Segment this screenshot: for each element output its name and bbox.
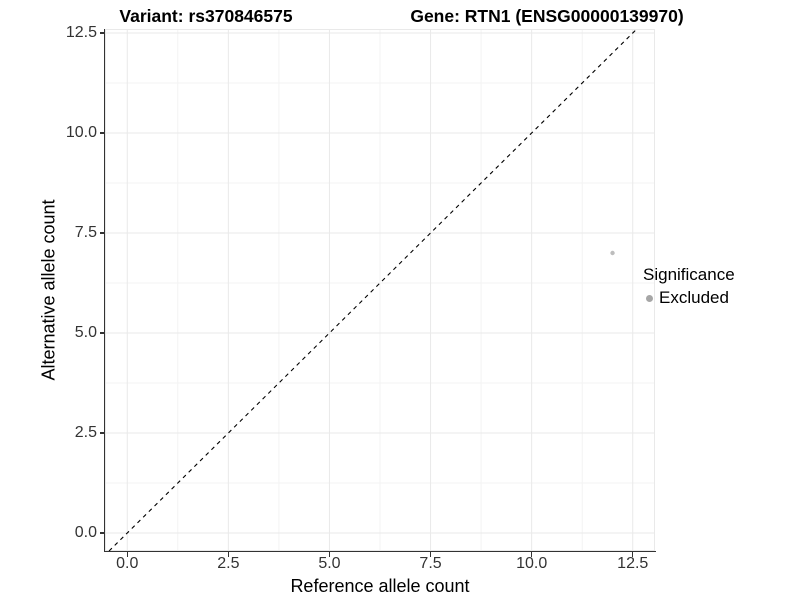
x-tick-label: 10.0 [516,555,548,572]
x-tick-mark [429,552,432,557]
plot-title-variant: Variant: rs370846575 [119,6,293,26]
y-tick-label: 7.5 [74,224,97,241]
y-tick-label: 10.0 [65,124,97,141]
plot-title-gene: Gene: RTN1 (ENSG00000139970) [410,6,684,26]
x-tick-label: 5.0 [318,555,341,572]
x-tick-label: 2.5 [217,555,240,572]
y-tick-label: 12.5 [65,24,97,41]
y-tick-mark [100,32,105,34]
legend-entry: Excluded [643,288,735,308]
x-axis-line [104,550,656,552]
x-tick-mark [632,552,634,557]
x-tick-label: 0.0 [116,555,139,572]
x-axis-title: Reference allele count [290,576,470,596]
y-tick-label: 5.0 [74,324,97,341]
plot-panel [105,29,655,551]
x-tick-mark [126,552,128,557]
panel-border [105,29,655,551]
x-tick-mark [531,552,533,557]
y-tick-mark [100,232,105,234]
data-point [610,250,615,256]
legend-key-dot-icon [646,294,653,302]
y-tick-label: 0.0 [74,524,97,541]
y-axis-line [104,29,106,552]
y-tick-label: 2.5 [74,424,97,441]
x-tick-label: 12.5 [617,555,649,572]
legend: Significance Excluded [643,264,735,308]
x-tick-mark [328,552,331,557]
x-tick-mark [227,552,229,557]
diagonal-reference-line [108,29,638,551]
legend-title: Significance [643,265,735,284]
y-tick-mark [100,432,105,434]
y-tick-mark [100,332,105,334]
x-tick-label: 7.5 [419,555,442,572]
y-axis-title: Alternative allele count [38,199,59,381]
legend-entry-label: Excluded [659,288,729,307]
y-tick-mark [100,532,105,534]
y-tick-mark [100,132,105,134]
